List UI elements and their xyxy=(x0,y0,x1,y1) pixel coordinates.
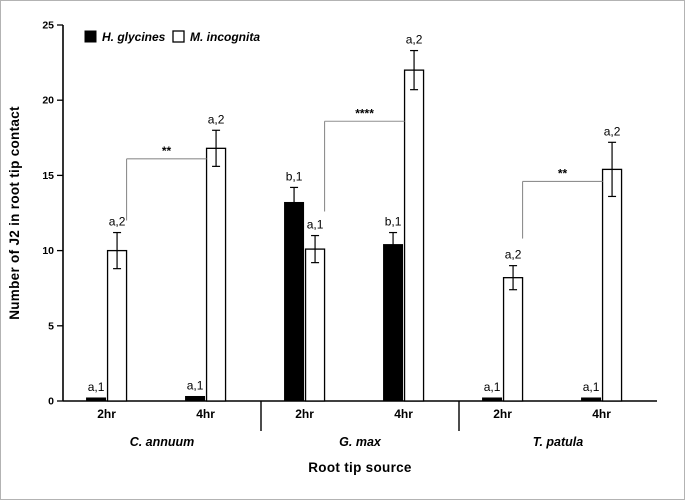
bar-h-glycines xyxy=(284,201,305,402)
bar-h-glycines xyxy=(86,397,107,402)
significance-label: ** xyxy=(162,144,172,158)
bar-h-glycines xyxy=(482,397,503,402)
bar-m-incognita xyxy=(601,168,623,402)
bar-annotation: a,2 xyxy=(505,248,522,262)
y-tick-label: 20 xyxy=(42,95,54,107)
time-label: 4hr xyxy=(592,407,611,421)
bar-annotation: a,2 xyxy=(604,124,621,138)
bar-annotation: b,1 xyxy=(385,215,402,229)
significance-label: ** xyxy=(558,166,568,180)
legend-swatch-h-glycines xyxy=(84,30,97,43)
time-label: 2hr xyxy=(97,407,116,421)
group-label-t-patula: T. patula xyxy=(533,435,584,449)
legend-swatch-m-incognita xyxy=(172,30,185,43)
bar-annotation: a,2 xyxy=(208,112,225,126)
y-axis-title: Number of J2 in root tip contact xyxy=(7,106,22,320)
bar-m-incognita xyxy=(106,249,128,402)
y-tick-label: 0 xyxy=(48,396,54,408)
bar-h-glycines xyxy=(185,395,206,402)
time-label: 4hr xyxy=(196,407,215,421)
group-label-c-annuum: C. annuum xyxy=(130,435,195,449)
significance-label: **** xyxy=(355,106,374,120)
time-label: 2hr xyxy=(295,407,314,421)
bar-annotation: a,1 xyxy=(307,218,324,232)
y-tick-label: 5 xyxy=(48,320,54,332)
bar-m-incognita xyxy=(403,69,425,402)
y-tick-label: 15 xyxy=(42,170,54,182)
time-label: 4hr xyxy=(394,407,413,421)
bar-m-incognita xyxy=(205,147,227,402)
bar-h-glycines xyxy=(581,397,602,402)
bar-m-incognita xyxy=(502,277,524,402)
group-label-g-max: G. max xyxy=(339,435,382,449)
bar-annotation: b,1 xyxy=(286,169,303,183)
bar-h-glycines xyxy=(383,244,404,402)
bar-annotation: a,2 xyxy=(406,33,423,47)
bar-annotation: a,1 xyxy=(88,380,105,394)
bar-annotation: a,1 xyxy=(187,378,204,392)
x-axis-title: Root tip source xyxy=(308,460,412,475)
bar-m-incognita xyxy=(304,248,326,402)
bar-annotation: a,1 xyxy=(583,380,600,394)
y-tick-label: 10 xyxy=(42,245,54,257)
bar-annotation: a,1 xyxy=(484,380,501,394)
bar-annotation: a,2 xyxy=(109,215,126,229)
y-tick-label: 25 xyxy=(42,20,54,32)
legend-label-m-incognita: M. incognita xyxy=(190,30,260,44)
legend-label-h-glycines: H. glycines xyxy=(102,30,166,44)
time-label: 2hr xyxy=(493,407,512,421)
